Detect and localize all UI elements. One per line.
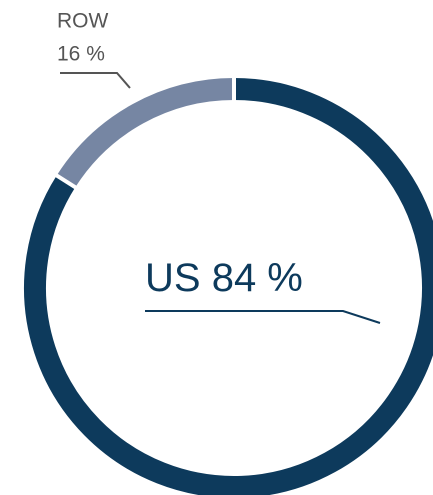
value-label: 84 % xyxy=(212,256,303,300)
slice-label: US 84 % xyxy=(145,256,303,300)
leader-line xyxy=(60,72,131,89)
donut-segment xyxy=(56,78,235,188)
segment-separator xyxy=(53,172,79,191)
donut-segment xyxy=(24,78,433,495)
category-label: ROW xyxy=(57,10,109,33)
value-label: 16 % xyxy=(57,43,105,66)
leader-line xyxy=(145,310,381,324)
category-label: US xyxy=(145,256,201,300)
